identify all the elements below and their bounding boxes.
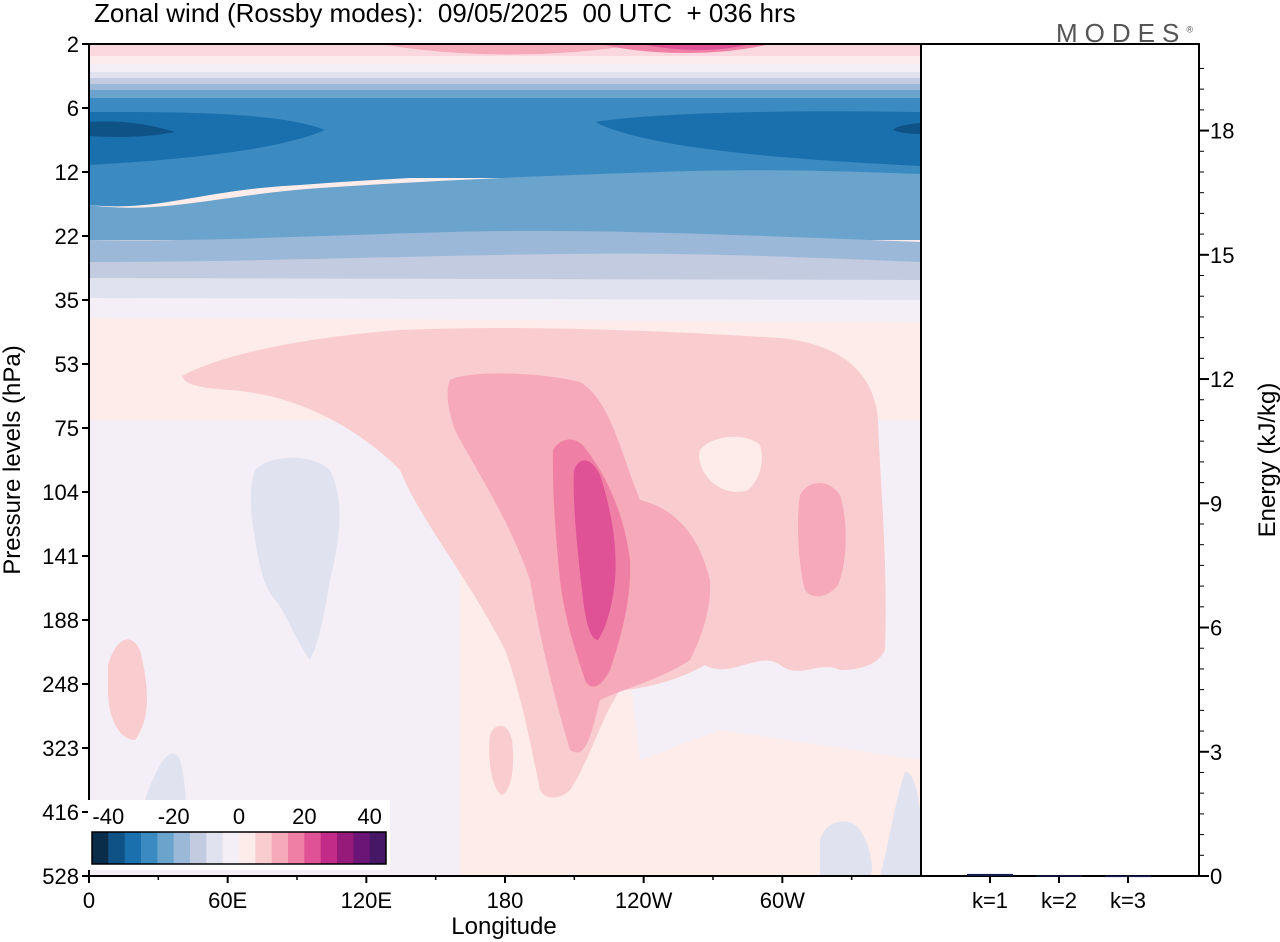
contour-jet-20 — [573, 460, 616, 640]
contour-easterly-core-west — [89, 112, 325, 165]
y-tick-label: 12 — [55, 160, 79, 185]
band-wave-neg-1 — [89, 278, 921, 300]
y-tick-label: 22 — [55, 224, 79, 249]
colorbar-swatch — [304, 832, 322, 864]
energy-tick-label: 12 — [1210, 367, 1234, 392]
band-strat-neg-3 — [89, 84, 921, 90]
energy-tick-label: 18 — [1210, 119, 1234, 144]
colorbar-tick-label: -40 — [92, 804, 124, 829]
colorbar-frame — [91, 831, 387, 865]
band-wave-neg-2 — [89, 253, 921, 282]
colorbar-swatch — [157, 832, 175, 864]
colorbar-tick-label: -20 — [158, 804, 190, 829]
y-tick-label: 528 — [42, 864, 79, 889]
energy-x-tick-label: k=3 — [1110, 888, 1146, 913]
y-tick-label: 416 — [42, 800, 79, 825]
contour-weak-blob — [699, 436, 762, 492]
y-tick-label: 53 — [55, 352, 79, 377]
x-tick-label: 180 — [487, 888, 524, 913]
y-tick-label: 141 — [42, 544, 79, 569]
energy-axis: 0 3 6 9 12 15 18 — [1199, 67, 1234, 889]
energy-axis-label: Energy (kJ/kg) — [1254, 383, 1280, 538]
x-tick-label: 120W — [615, 888, 673, 913]
colorbar-swatch — [108, 832, 126, 864]
energy-tick-label: 3 — [1210, 740, 1222, 765]
brand-mark: ® — [1186, 24, 1193, 35]
colorbar-swatch — [141, 832, 158, 864]
colorbar-swatch — [190, 832, 207, 864]
energy-bar — [967, 873, 1013, 876]
contour-pos-left — [108, 639, 147, 740]
colorbar-swatch — [288, 832, 305, 864]
chart-title: Zonal wind (Rossby modes): 09/05/2025 00… — [94, 0, 796, 28]
band-strat-pos-1 — [89, 56, 921, 66]
x-axis-label: Longitude — [451, 913, 556, 940]
energy-axes-frame — [920, 43, 1200, 877]
colorbar-swatch — [222, 832, 240, 864]
x-tick-label: 0 — [83, 888, 95, 913]
colorbar-tick-label: 40 — [357, 804, 381, 829]
x-tick-label: 120E — [341, 888, 392, 913]
energy-tick-label: 9 — [1210, 491, 1222, 516]
contour-top-pos-4 — [640, 44, 750, 50]
y-axis-label: Pressure levels (hPa) — [0, 345, 26, 574]
x-tick-label: 60E — [208, 888, 247, 913]
colorbar-swatch — [173, 832, 191, 864]
band-wave-zero — [89, 298, 921, 322]
contour-easterly-core-east — [595, 111, 921, 166]
y-tick-label: 2 — [67, 32, 79, 57]
contour-easterly-max-west — [89, 121, 175, 137]
energy-x-tick-label: k=2 — [1041, 888, 1077, 913]
y-tick-label: 323 — [42, 736, 79, 761]
contour-neg-low-mid — [820, 821, 872, 876]
colorbar-swatch — [124, 832, 142, 864]
band-strat-neg-1 — [89, 72, 921, 78]
colorbar-tick-label: 0 — [233, 804, 245, 829]
colorbar-swatch — [353, 832, 371, 864]
colorbar-tick-label: 20 — [292, 804, 316, 829]
energy-x-tick-label: k=1 — [972, 888, 1008, 913]
contour-neg-mid — [250, 457, 340, 660]
energy-tick-label: 6 — [1210, 616, 1222, 641]
y-tick-label: 248 — [42, 672, 79, 697]
y-tick-label: 188 — [42, 608, 79, 633]
y-tick-label: 35 — [55, 288, 79, 313]
pressure-axis: 2 6 12 22 35 53 75 104 141 188 248 323 416 528 — [42, 32, 89, 889]
x-tick-label: 60W — [760, 888, 805, 913]
y-tick-label: 104 — [42, 480, 79, 505]
colorbar-swatch — [337, 832, 354, 864]
colorbar: -40 -20 0 20 40 — [88, 800, 390, 870]
colorbar-swatch — [255, 832, 273, 864]
contour-top-pos-2 — [380, 44, 640, 55]
zonal-wind-heatmap — [89, 44, 921, 876]
band-wave-neg-4 — [89, 170, 921, 240]
colorbar-swatch — [320, 832, 338, 864]
colorbar-swatch — [369, 832, 387, 864]
band-strat-neg-2 — [89, 78, 921, 84]
band-strat-zero — [89, 64, 921, 72]
contour-jet-east — [797, 482, 846, 597]
contour-pos-small — [489, 725, 514, 795]
colorbar-swatch — [239, 832, 256, 864]
energy-tick-label: 0 — [1210, 864, 1222, 889]
energy-bar — [1036, 875, 1082, 877]
energy-bars: k=1 k=2 k=3 — [967, 873, 1151, 913]
y-tick-label: 75 — [55, 416, 79, 441]
longitude-axis: 0 60E 120E 180 120W 60W — [83, 876, 853, 913]
colorbar-swatch — [92, 832, 109, 864]
contour-easterly-max-east — [893, 123, 921, 134]
y-tick-label: 6 — [67, 96, 79, 121]
contour-neg-low-right — [880, 771, 921, 876]
band-strat-neg-4 — [89, 90, 921, 98]
colorbar-swatch — [271, 832, 289, 864]
colorbar-swatch — [206, 832, 224, 864]
energy-tick-label: 15 — [1210, 243, 1234, 268]
